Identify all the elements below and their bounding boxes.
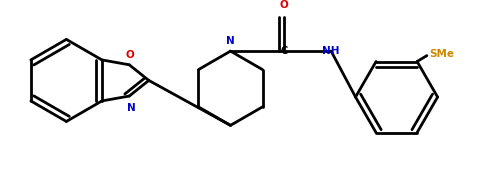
Text: NH: NH xyxy=(322,46,340,56)
Text: O: O xyxy=(126,50,135,60)
Text: SMe: SMe xyxy=(429,49,454,59)
Text: N: N xyxy=(226,36,235,46)
Text: C: C xyxy=(281,46,288,56)
Text: N: N xyxy=(127,103,136,113)
Text: O: O xyxy=(280,0,289,10)
